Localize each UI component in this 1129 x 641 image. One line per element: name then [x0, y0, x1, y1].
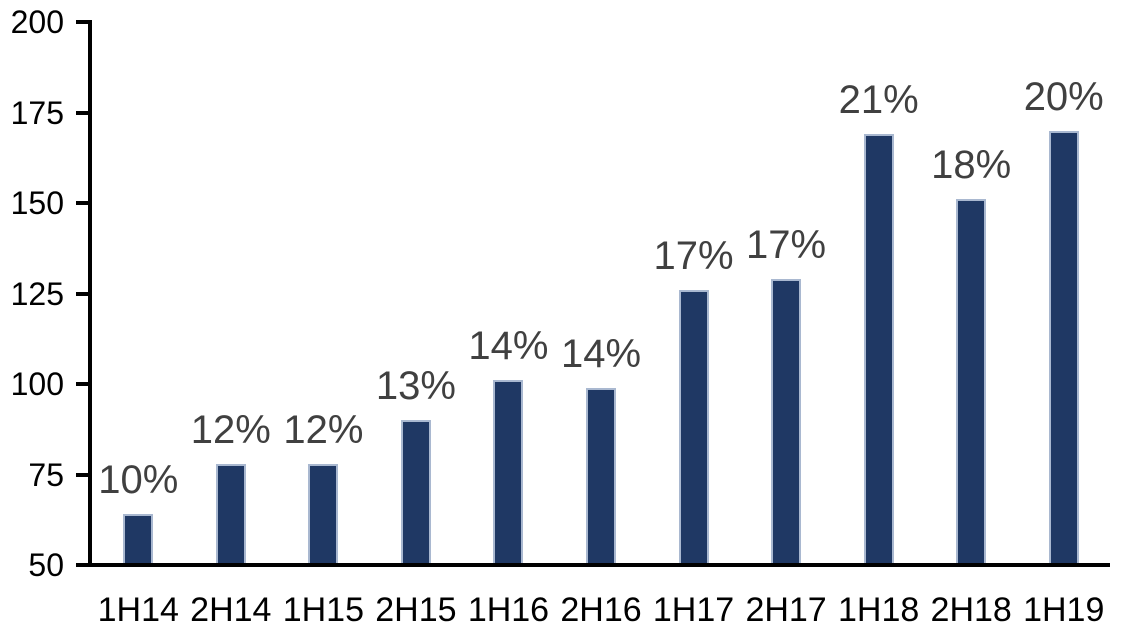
y-tick-mark [76, 20, 92, 24]
x-tick-label: 2H14 [190, 591, 272, 629]
x-axis-line [88, 563, 1110, 567]
data-label: 12% [283, 407, 364, 452]
x-tick-label: 2H18 [930, 591, 1012, 629]
y-tick-mark [76, 563, 92, 567]
x-tick-label: 1H17 [652, 591, 735, 629]
bar [1048, 130, 1079, 567]
data-label: 18% [931, 143, 1012, 188]
bar [678, 289, 709, 567]
bar [586, 387, 616, 567]
data-label: 20% [1023, 74, 1104, 119]
data-label: 13% [375, 364, 456, 409]
y-tick-label: 125 [10, 275, 64, 312]
x-tick-label: 2H17 [745, 591, 827, 629]
x-tick-label: 2H16 [560, 591, 642, 629]
x-tick-label: 1H18 [837, 591, 920, 629]
y-tick-mark [76, 110, 92, 115]
y-tick-label: 175 [10, 94, 64, 131]
x-tick-label: 2H15 [375, 591, 457, 629]
y-tick-label: 75 [28, 456, 64, 493]
x-tick-label: 1H15 [282, 591, 364, 629]
data-label: 14% [560, 331, 642, 376]
data-label: 14% [468, 324, 549, 369]
data-label: 12% [190, 407, 271, 452]
bar [771, 279, 802, 567]
y-tick-label: 150 [10, 185, 64, 221]
bar [123, 514, 154, 567]
bar [308, 463, 339, 567]
y-tick-label: 100 [10, 366, 64, 402]
x-tick-label: 1H19 [1023, 591, 1105, 629]
y-tick-mark [76, 201, 92, 205]
bar [215, 463, 246, 567]
y-tick-label: 200 [10, 4, 64, 40]
x-tick-label: 1H14 [97, 591, 179, 629]
x-tick-label: 1H16 [467, 591, 550, 629]
data-label: 10% [98, 458, 179, 503]
data-label: 17% [746, 223, 827, 268]
bar [863, 134, 894, 567]
y-tick-label: 50 [28, 547, 64, 583]
y-tick-mark [76, 382, 92, 386]
bar [493, 380, 524, 567]
data-label: 21% [838, 78, 919, 123]
bar [400, 420, 431, 567]
bar [956, 199, 987, 567]
y-tick-mark [76, 291, 92, 296]
data-label: 17% [653, 233, 734, 278]
y-tick-mark [76, 472, 92, 477]
